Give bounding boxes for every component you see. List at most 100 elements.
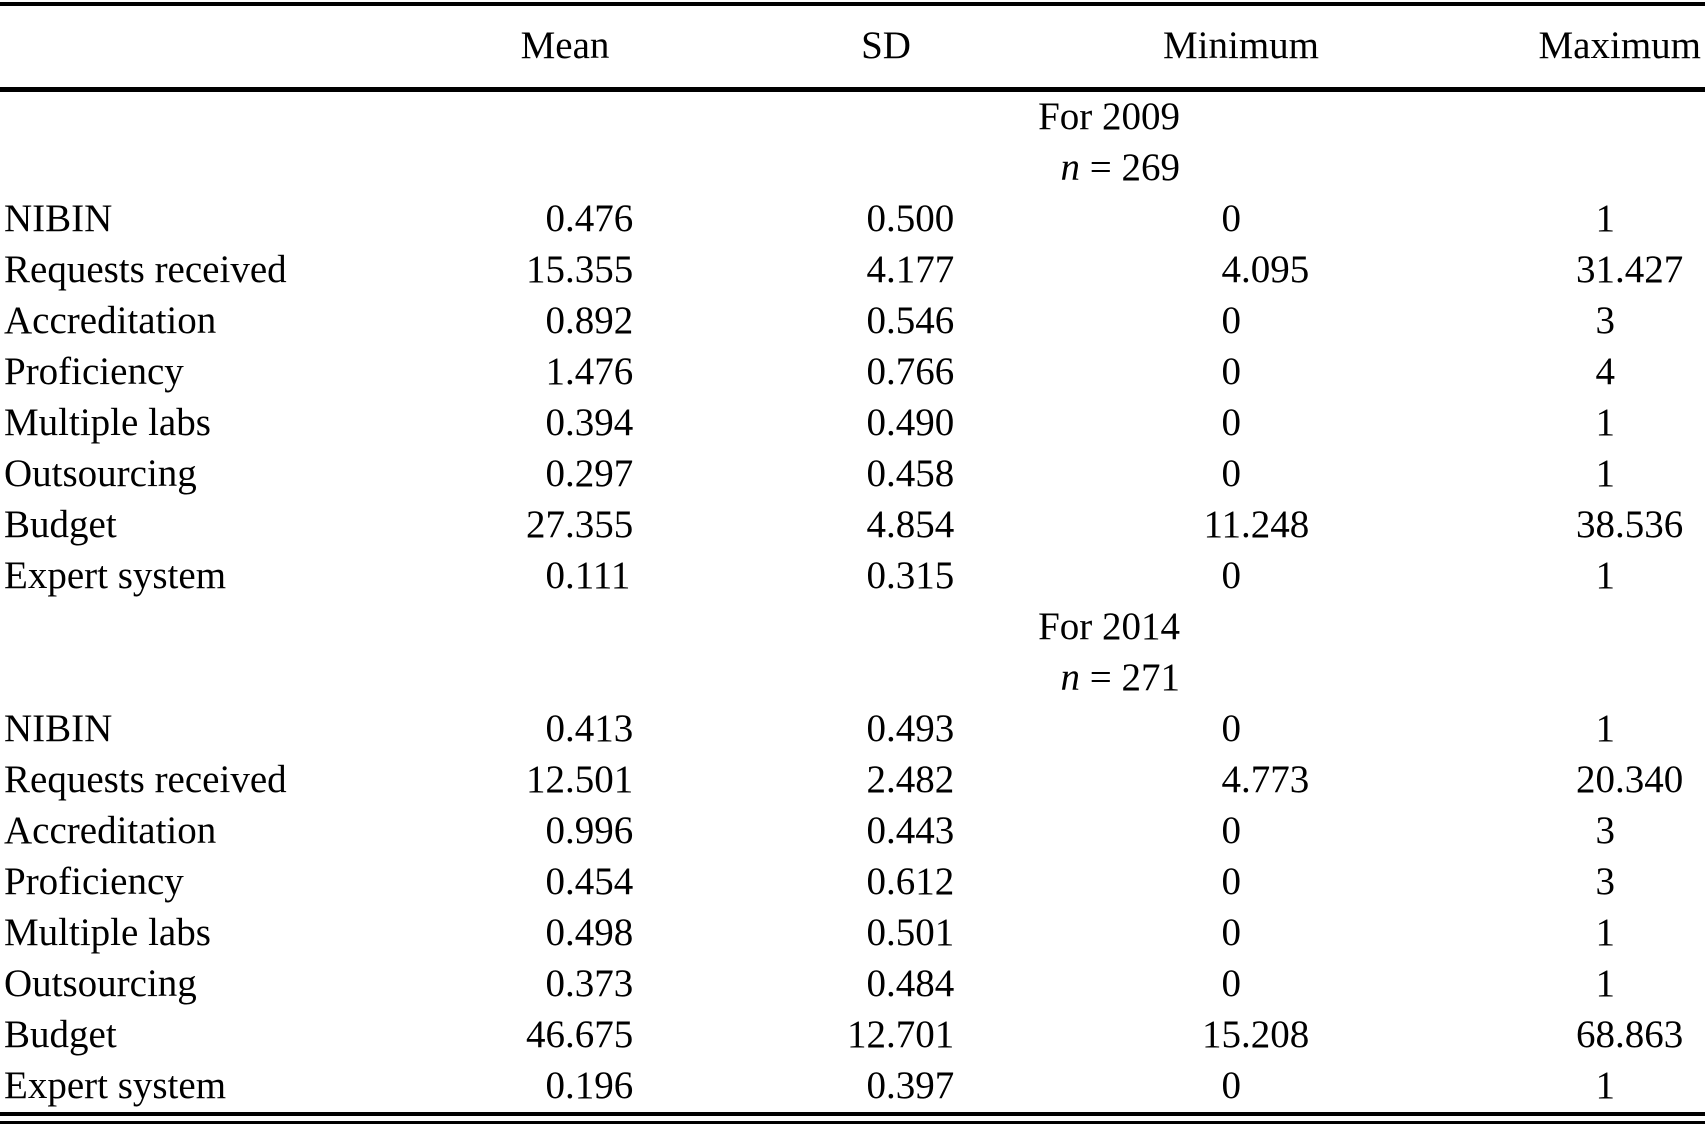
cell-mean: 0.297 (545, 452, 634, 496)
cell-maximum: 38.536 (1576, 503, 1684, 547)
cell-sd: 0.501 (866, 911, 955, 955)
table-row: Budget 27.355 4.854 11.248 38.536 (0, 500, 1705, 551)
section-title-row-2014: For 2014 (0, 602, 1705, 653)
table-top-rule (0, 2, 1705, 6)
table-row: Expert system 0.111 0.315 0 1 (0, 551, 1705, 602)
sample-size: n = 269 (0, 143, 1705, 194)
cell-sd: 0.546 (866, 299, 955, 343)
cell-sd: 0.500 (866, 197, 955, 241)
row-label: Multiple labs (4, 401, 211, 445)
table-row: Outsourcing 0.373 0.484 0 1 (0, 959, 1705, 1010)
cell-maximum: 3 (1595, 299, 1616, 343)
cell-mean: 46.675 (526, 1013, 634, 1057)
cell-sd: 4.854 (866, 503, 955, 547)
cell-mean: 0.394 (545, 401, 634, 445)
cell-sd: 0.484 (866, 962, 955, 1006)
cell-minimum: 0 (1221, 809, 1242, 853)
table-row: Accreditation 0.892 0.546 0 3 (0, 296, 1705, 347)
cell-maximum: 4 (1595, 350, 1616, 394)
cell-minimum: 0 (1221, 911, 1242, 955)
cell-mean: 0.196 (545, 1064, 634, 1108)
section-title: For 2014 (1038, 605, 1180, 649)
cell-minimum: 4.095 (1221, 248, 1310, 292)
cell-maximum: 3 (1595, 860, 1616, 904)
cell-minimum: 4.773 (1221, 758, 1310, 802)
cell-maximum: 1 (1595, 911, 1616, 955)
cell-mean: 0.996 (545, 809, 634, 853)
header-row: Mean SD Minimum Maximum (0, 6, 1705, 92)
cell-minimum: 0 (1221, 401, 1242, 445)
cell-mean: 15.355 (526, 248, 634, 292)
cell-sd: 0.766 (866, 350, 955, 394)
cell-minimum: 0 (1221, 452, 1242, 496)
cell-maximum: 1 (1595, 452, 1616, 496)
table-row: Requests received 15.355 4.177 4.095 31.… (0, 245, 1705, 296)
row-label: Accreditation (4, 299, 217, 343)
cell-mean: 0.413 (545, 707, 634, 751)
row-label: Proficiency (4, 350, 184, 394)
cell-minimum: 0 (1221, 350, 1242, 394)
row-label: Requests received (4, 248, 287, 292)
cell-minimum: 0 (1221, 962, 1242, 1006)
table-row: Multiple labs 0.394 0.490 0 1 (0, 398, 1705, 449)
table-row: NIBIN 0.476 0.500 0 1 (0, 194, 1705, 245)
cell-mean: 0.498 (545, 911, 634, 955)
cell-maximum: 1 (1595, 962, 1616, 1006)
cell-mean: 0.454 (545, 860, 634, 904)
row-label: Multiple labs (4, 911, 211, 955)
section-title-row-2009: For 2009 (0, 90, 1705, 144)
table-bottom-rule (0, 1112, 1705, 1116)
cell-sd: 0.612 (866, 860, 955, 904)
cell-maximum: 1 (1595, 197, 1616, 241)
row-label: Budget (4, 1013, 117, 1057)
cell-minimum: 0 (1221, 299, 1242, 343)
cell-maximum: 68.863 (1576, 1013, 1684, 1057)
row-label: Requests received (4, 758, 287, 802)
table-header: Mean SD Minimum Maximum (0, 6, 1705, 92)
cell-sd: 0.493 (866, 707, 955, 751)
column-header-minimum: Minimum (1072, 6, 1410, 92)
cell-maximum: 20.340 (1576, 758, 1684, 802)
column-header-mean: Mean (430, 6, 700, 92)
cell-sd: 0.397 (866, 1064, 955, 1108)
column-header-maximum: Maximum (1410, 6, 1705, 92)
cell-minimum: 0 (1221, 860, 1242, 904)
table-row: Budget 46.675 12.701 15.208 68.863 (0, 1010, 1705, 1061)
n-symbol: n (1060, 146, 1081, 190)
corner-cell (0, 6, 430, 92)
cell-maximum: 1 (1595, 1064, 1616, 1108)
section-n-row-2014: n = 271 (0, 653, 1705, 704)
cell-mean: 0.476 (545, 197, 634, 241)
cell-minimum: 15.208 (1202, 1013, 1310, 1057)
cell-minimum: 0 (1221, 554, 1242, 598)
cell-sd: 0.458 (866, 452, 955, 496)
row-label: Outsourcing (4, 452, 197, 496)
row-label: NIBIN (4, 707, 113, 751)
n-value: = 271 (1080, 656, 1180, 700)
descriptive-statistics-table: Mean SD Minimum Maximum For 2009 n = 269… (0, 6, 1705, 1112)
cell-mean: 0.892 (545, 299, 634, 343)
row-label: Outsourcing (4, 962, 197, 1006)
table-row: NIBIN 0.413 0.493 0 1 (0, 704, 1705, 755)
table-body: For 2009 n = 269 NIBIN 0.476 0.500 0 1 R… (0, 90, 1705, 1113)
sample-size: n = 271 (0, 653, 1705, 704)
cell-mean: 0.111 (545, 554, 631, 598)
cell-mean: 0.373 (545, 962, 634, 1006)
cell-maximum: 3 (1595, 809, 1616, 853)
cell-sd: 2.482 (866, 758, 955, 802)
table-row: Requests received 12.501 2.482 4.773 20.… (0, 755, 1705, 806)
cell-sd: 4.177 (866, 248, 955, 292)
table-row: Expert system 0.196 0.397 0 1 (0, 1061, 1705, 1112)
cell-sd: 12.701 (847, 1013, 955, 1057)
cell-sd: 0.315 (866, 554, 955, 598)
n-symbol: n (1060, 656, 1081, 700)
row-label: Expert system (4, 554, 227, 598)
cell-mean: 27.355 (526, 503, 634, 547)
cell-minimum: 11.248 (1203, 503, 1310, 547)
column-header-sd: SD (700, 6, 1072, 92)
table-row: Outsourcing 0.297 0.458 0 1 (0, 449, 1705, 500)
section-n-row-2009: n = 269 (0, 143, 1705, 194)
cell-sd: 0.490 (866, 401, 955, 445)
cell-mean: 12.501 (526, 758, 634, 802)
